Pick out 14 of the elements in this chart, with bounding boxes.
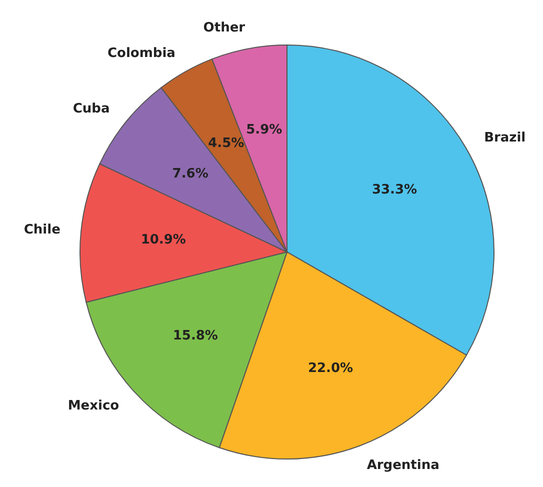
slice-label: Argentina <box>366 458 440 473</box>
data-label: 10.9% <box>140 232 186 248</box>
data-label: 22.0% <box>308 360 354 376</box>
data-label: 7.6% <box>172 166 208 182</box>
slice-label: Cuba <box>72 102 110 117</box>
slice-label: Chile <box>24 222 61 238</box>
slice-label: Colombia <box>107 46 176 62</box>
data-label: 4.5% <box>208 136 244 152</box>
slice-label: Other <box>203 20 246 36</box>
slice-label: Brazil <box>484 130 526 146</box>
data-label: 33.3% <box>372 182 418 198</box>
data-label: 15.8% <box>172 328 218 344</box>
slice-label: Mexico <box>68 398 120 414</box>
data-label: 5.9% <box>246 122 282 138</box>
